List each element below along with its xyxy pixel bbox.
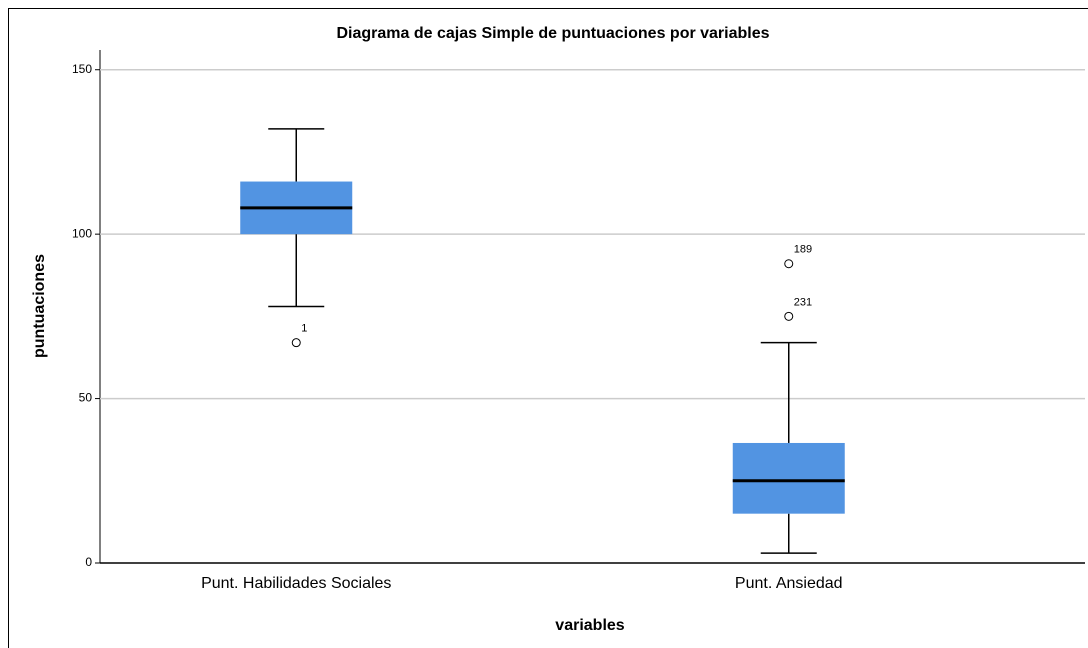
outlier-label: 1 xyxy=(301,323,307,335)
frame xyxy=(8,8,1088,648)
outlier xyxy=(784,311,794,321)
chart-title: Diagrama de cajas Simple de puntuaciones… xyxy=(336,25,769,42)
box xyxy=(732,442,845,514)
outlier-label: 189 xyxy=(794,244,812,256)
x-tick-label: Punt. Ansiedad xyxy=(735,575,843,592)
y-tick-label: 50 xyxy=(79,391,93,405)
x-axis-title: variables xyxy=(555,617,624,634)
y-tick-label: 0 xyxy=(85,555,92,569)
outlier xyxy=(291,338,301,348)
y-axis-title: puntuaciones xyxy=(31,254,48,358)
outlier xyxy=(784,259,794,269)
y-tick-label: 150 xyxy=(72,62,92,76)
x-tick-label: Punt. Habilidades Sociales xyxy=(201,575,391,592)
outlier-label: 231 xyxy=(794,296,812,308)
y-tick-label: 100 xyxy=(72,226,92,240)
